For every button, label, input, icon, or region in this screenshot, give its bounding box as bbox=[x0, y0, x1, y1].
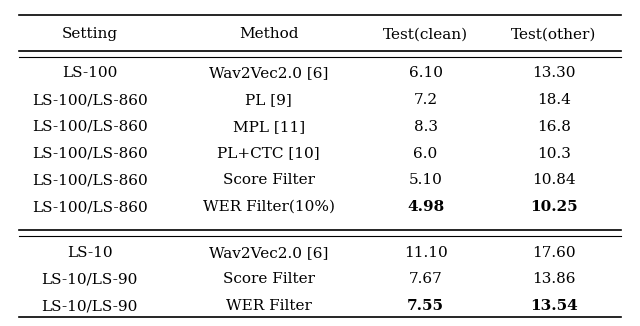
Text: 6.10: 6.10 bbox=[408, 67, 443, 80]
Text: 17.60: 17.60 bbox=[532, 246, 575, 259]
Text: 13.86: 13.86 bbox=[532, 273, 575, 286]
Text: Score Filter: Score Filter bbox=[223, 273, 315, 286]
Text: Score Filter: Score Filter bbox=[223, 173, 315, 187]
Text: LS-100/LS-860: LS-100/LS-860 bbox=[32, 200, 147, 214]
Text: LS-10/LS-90: LS-10/LS-90 bbox=[42, 299, 138, 313]
Text: Test(clean): Test(clean) bbox=[383, 27, 468, 41]
Text: MPL [11]: MPL [11] bbox=[233, 120, 305, 134]
Text: 11.10: 11.10 bbox=[404, 246, 447, 259]
Text: 10.25: 10.25 bbox=[530, 200, 577, 214]
Text: 7.67: 7.67 bbox=[409, 273, 442, 286]
Text: 7.2: 7.2 bbox=[413, 93, 438, 107]
Text: PL [9]: PL [9] bbox=[245, 93, 292, 107]
Text: 4.98: 4.98 bbox=[407, 200, 444, 214]
Text: LS-100: LS-100 bbox=[62, 67, 117, 80]
Text: 16.8: 16.8 bbox=[537, 120, 570, 134]
Text: 8.3: 8.3 bbox=[413, 120, 438, 134]
Text: PL+CTC [10]: PL+CTC [10] bbox=[218, 147, 320, 160]
Text: LS-10/LS-90: LS-10/LS-90 bbox=[42, 273, 138, 286]
Text: Wav2Vec2.0 [6]: Wav2Vec2.0 [6] bbox=[209, 67, 328, 80]
Text: 13.30: 13.30 bbox=[532, 67, 575, 80]
Text: 7.55: 7.55 bbox=[407, 299, 444, 313]
Text: 5.10: 5.10 bbox=[409, 173, 442, 187]
Text: Method: Method bbox=[239, 27, 298, 41]
Text: LS-100/LS-860: LS-100/LS-860 bbox=[32, 93, 147, 107]
Text: 10.3: 10.3 bbox=[537, 147, 570, 160]
Text: 6.0: 6.0 bbox=[413, 147, 438, 160]
Text: 18.4: 18.4 bbox=[537, 93, 570, 107]
Text: 10.84: 10.84 bbox=[532, 173, 575, 187]
Text: Wav2Vec2.0 [6]: Wav2Vec2.0 [6] bbox=[209, 246, 328, 259]
Text: LS-100/LS-860: LS-100/LS-860 bbox=[32, 173, 147, 187]
Text: 13.54: 13.54 bbox=[530, 299, 577, 313]
Text: LS-100/LS-860: LS-100/LS-860 bbox=[32, 120, 147, 134]
Text: LS-10: LS-10 bbox=[67, 246, 113, 259]
Text: Setting: Setting bbox=[61, 27, 118, 41]
Text: WER Filter(10%): WER Filter(10%) bbox=[203, 200, 335, 214]
Text: WER Filter: WER Filter bbox=[226, 299, 312, 313]
Text: LS-100/LS-860: LS-100/LS-860 bbox=[32, 147, 147, 160]
Text: Test(other): Test(other) bbox=[511, 27, 596, 41]
